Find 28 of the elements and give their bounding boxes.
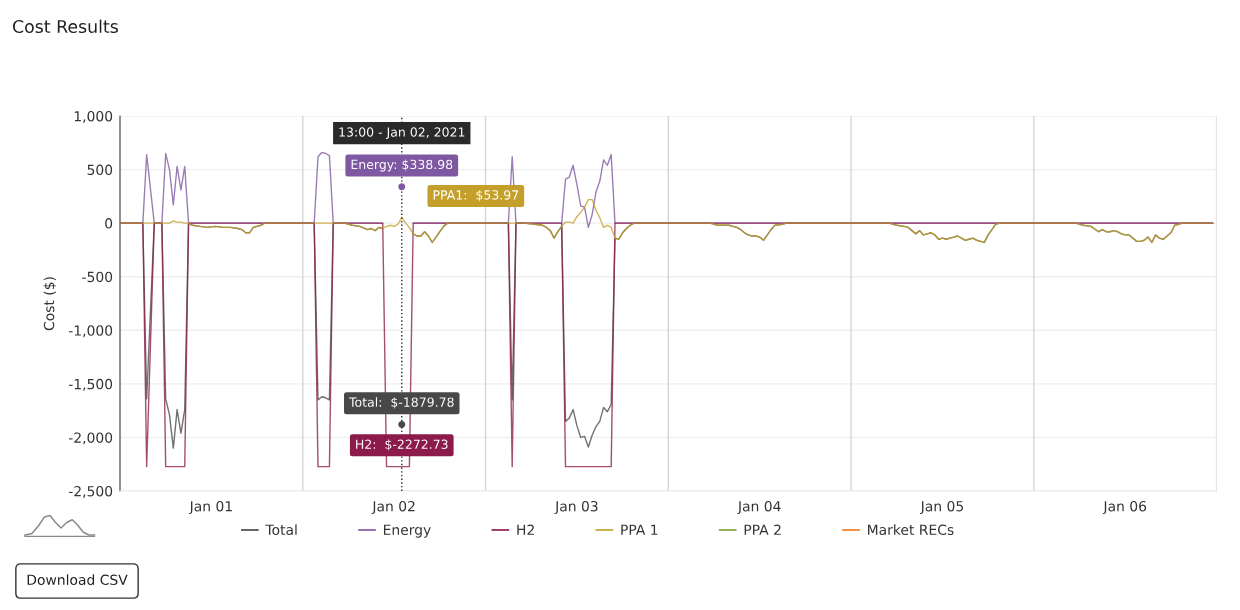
annotation: Energy: $338.98 [351, 159, 453, 172]
y-tick-label: -1,500 [68, 378, 113, 391]
legend-label: Energy [383, 524, 431, 538]
y-tick-label: -2,000 [68, 432, 113, 445]
chart-title: Cost Results [12, 19, 118, 34]
legend-label: Market RECs [868, 524, 954, 536]
x-tick-label: Jan 02 [371, 500, 415, 515]
x-tick-label: Jan 05 [919, 500, 963, 515]
y-tick-label: -1,000 [68, 325, 113, 338]
ref-line-label: 13:00 - Jan 02, 2021 [339, 127, 465, 140]
y-tick-label: 1,000 [74, 110, 113, 123]
legend-label: PPA 2 [744, 524, 781, 535]
legend-label: PPA 1 [621, 524, 658, 535]
y-tick-label: 0 [105, 218, 113, 229]
annotation: H2: $-2272.73 [356, 439, 448, 451]
x-tick-label: Jan 03 [554, 500, 598, 515]
y-tick-label: 500 [87, 164, 113, 176]
y-tick-label: -500 [82, 271, 113, 283]
annotation: PPA1: $53.97 [433, 189, 519, 202]
y-axis-title: Cost ($) [43, 277, 57, 331]
legend-label: Total [265, 524, 297, 536]
text: Download CSV [27, 574, 128, 586]
y-tick-label: -2,500 [68, 485, 113, 498]
x-tick-label: Jan 01 [188, 500, 232, 515]
legend-label: H2 [517, 524, 534, 535]
x-tick-label: Jan 06 [1102, 500, 1147, 515]
annotation: Total: $-1879.78 [348, 397, 454, 409]
x-tick-label: Jan 04 [737, 500, 781, 515]
